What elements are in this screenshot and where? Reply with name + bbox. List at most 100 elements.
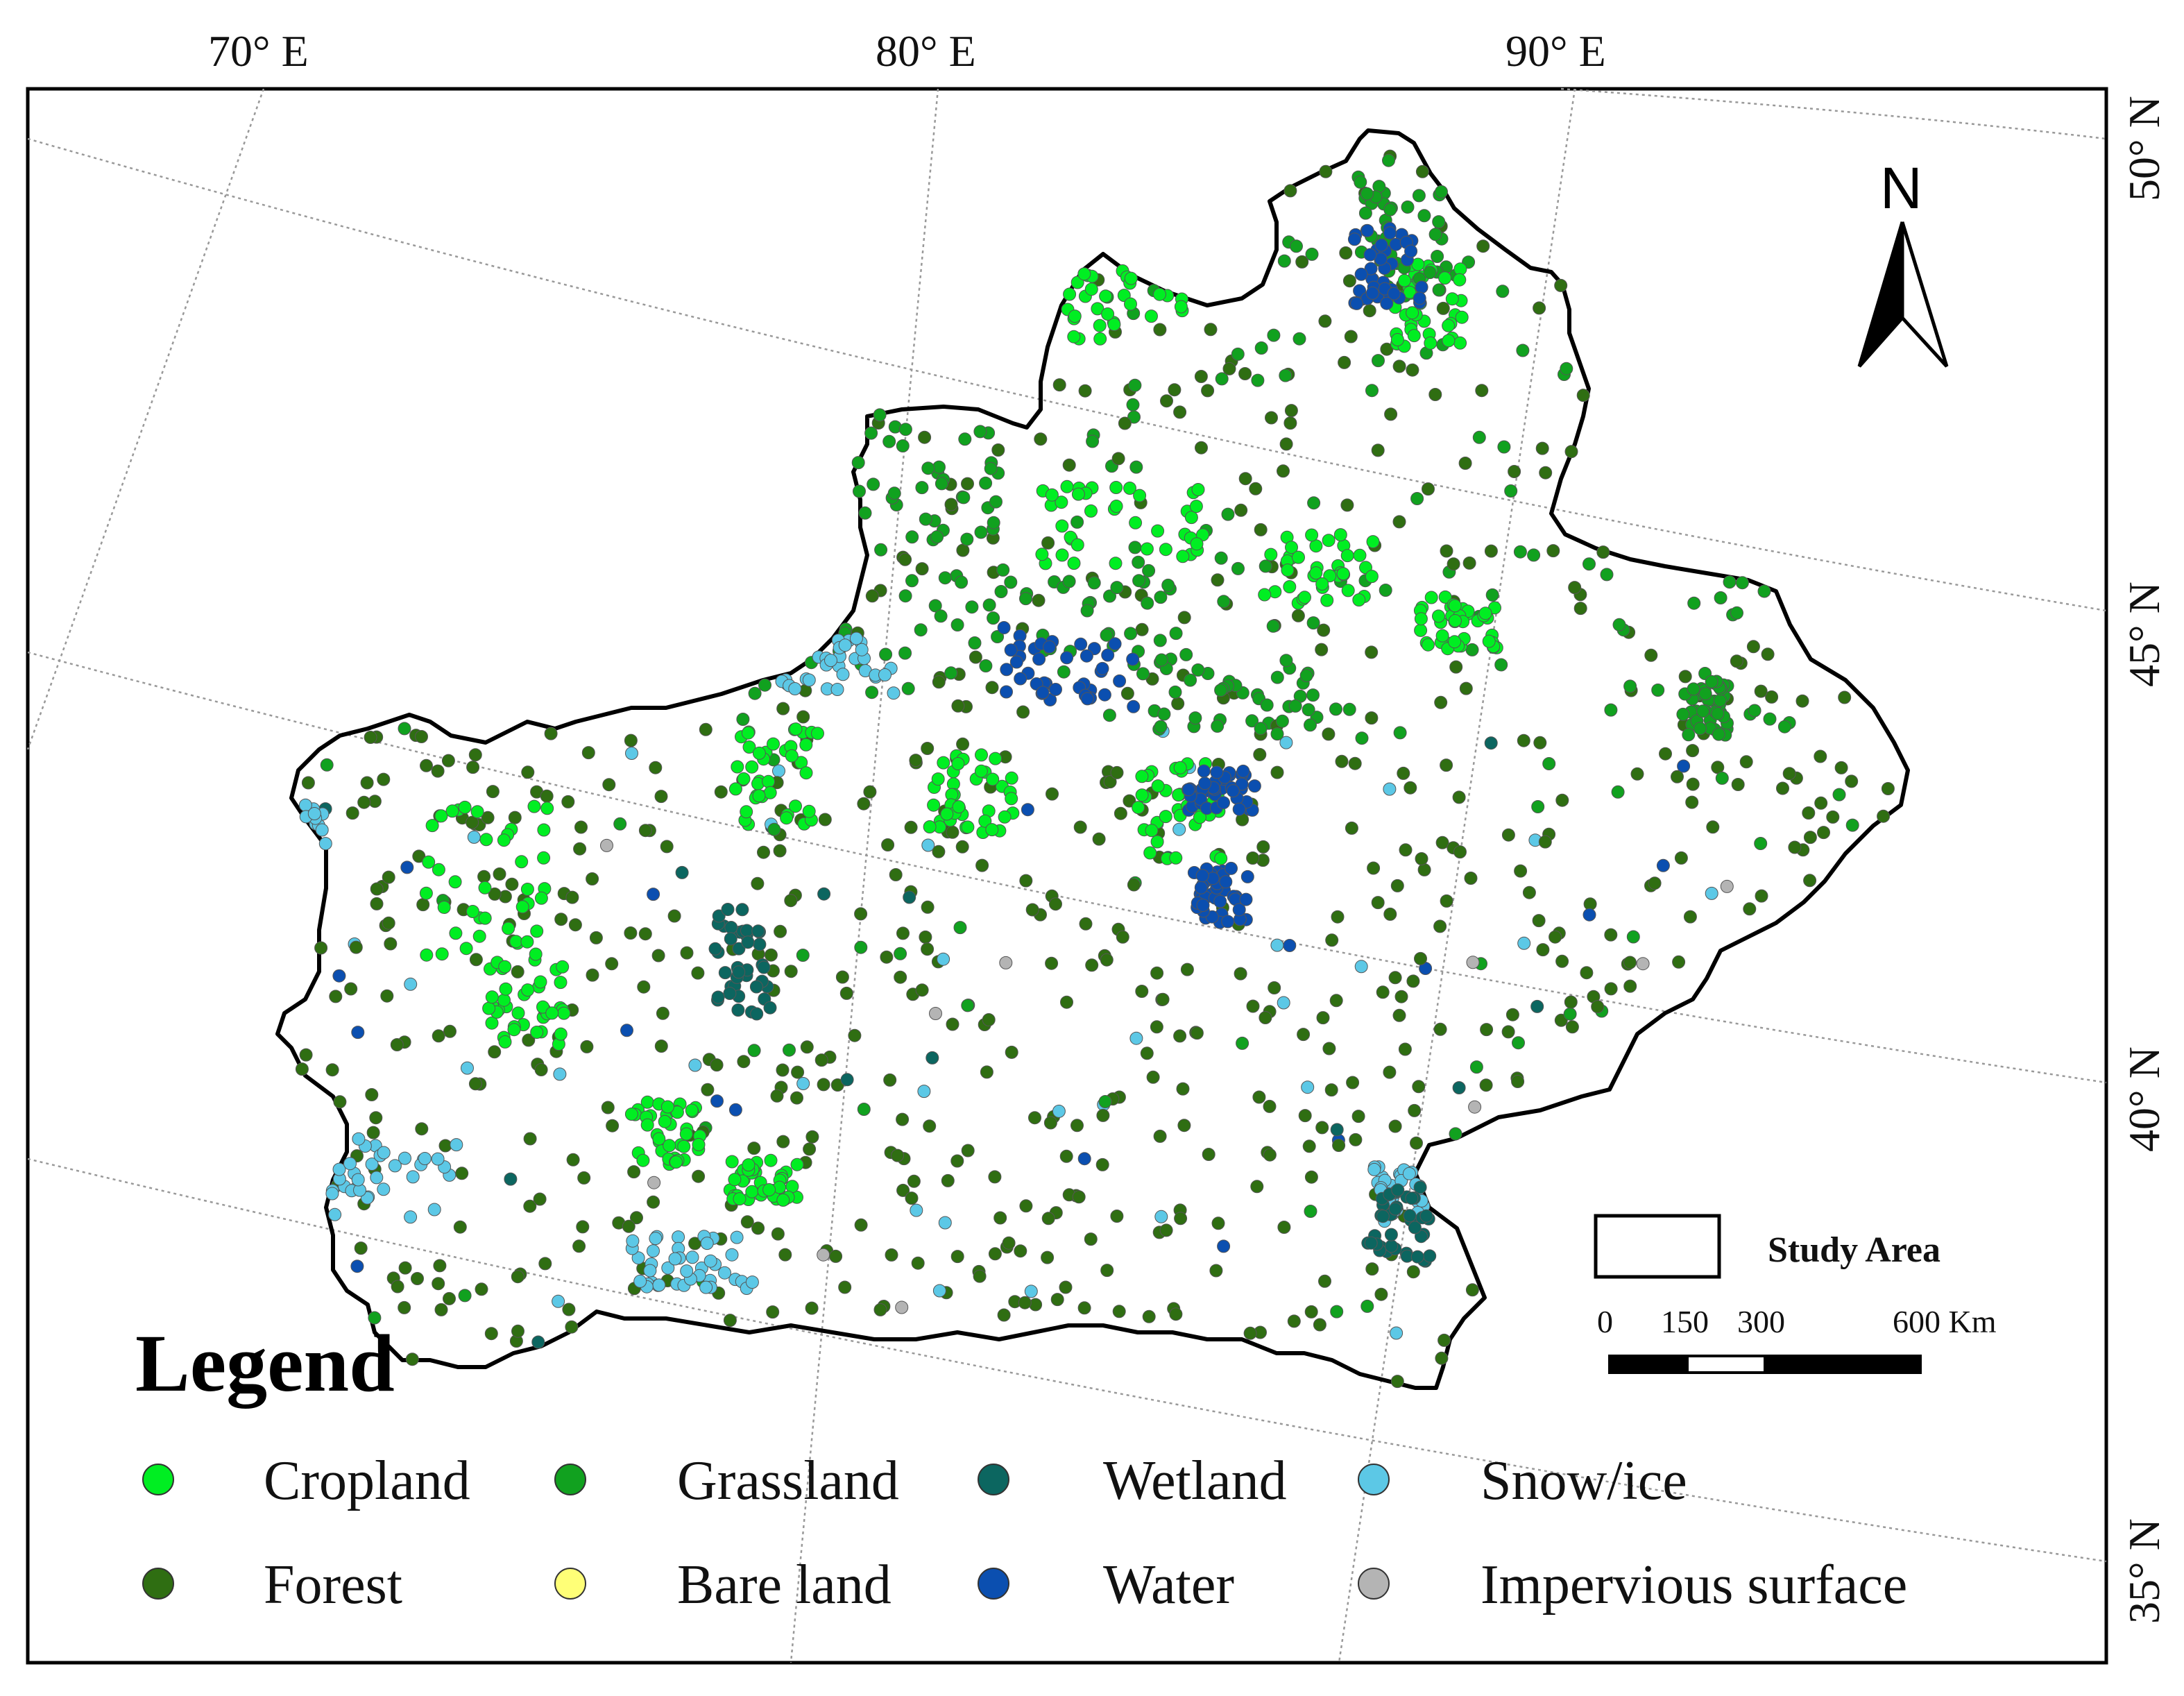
sample-point (1072, 1190, 1086, 1204)
sample-point (1270, 727, 1284, 741)
sample-point (883, 1073, 897, 1087)
sample-point (554, 1027, 568, 1041)
sample-point (1275, 714, 1289, 728)
sample-point (854, 1218, 868, 1232)
sample-point (652, 1132, 666, 1146)
sample-point (898, 423, 912, 436)
sample-point (1211, 719, 1225, 733)
sample-point (752, 789, 766, 803)
sample-point (1549, 930, 1562, 944)
sample-point (384, 937, 398, 951)
sample-point (1397, 273, 1411, 287)
sample-point (950, 1154, 964, 1168)
sample-point (1877, 809, 1891, 823)
scale-bar: 0 150 300 600 Km (1597, 1304, 1997, 1374)
sample-point (998, 810, 1012, 824)
sample-point (838, 1280, 852, 1294)
sample-point (332, 969, 346, 983)
sample-point (1432, 609, 1445, 623)
sample-point (1350, 296, 1363, 310)
sample-point (1388, 1202, 1402, 1216)
sample-point (940, 807, 954, 821)
sample-point (515, 900, 529, 914)
sample-point (766, 1305, 780, 1319)
sample-point (711, 990, 725, 1004)
sample-point (1406, 1265, 1420, 1279)
sample-point (1354, 175, 1367, 189)
sample-point (791, 1065, 805, 1079)
sample-point (529, 947, 543, 961)
sample-point (1095, 1157, 1109, 1171)
sample-point (351, 1173, 365, 1187)
sample-point (502, 922, 515, 935)
sample-point (574, 820, 588, 834)
sample-point (1754, 684, 1768, 698)
sample-point (1476, 239, 1490, 253)
sample-point (982, 598, 996, 612)
sample-point (799, 738, 813, 752)
sample-point (1055, 519, 1069, 533)
sample-point (1364, 1236, 1378, 1250)
sample-point (365, 1157, 379, 1171)
sample-point (531, 1335, 545, 1349)
sample-point (1078, 384, 1092, 398)
sample-point (415, 1122, 429, 1136)
sample-point (1304, 1305, 1318, 1318)
sample-point (458, 800, 472, 814)
sample-point (1342, 274, 1356, 288)
sample-point (561, 795, 575, 808)
sample-point (1070, 1119, 1084, 1133)
sample-point (520, 883, 534, 896)
sample-point (986, 772, 1000, 786)
sample-point (605, 957, 619, 971)
sample-point (537, 851, 551, 865)
sample-point (1435, 836, 1449, 849)
sample-point (1346, 1076, 1360, 1089)
wetland-swatch (978, 1464, 1009, 1495)
sample-point (757, 845, 770, 859)
sample-point (329, 990, 343, 1003)
sample-point (1402, 1167, 1416, 1180)
sample-point (1005, 771, 1018, 785)
sample-point (643, 1264, 657, 1278)
sample-point (1367, 1162, 1381, 1176)
sample-point (1225, 861, 1238, 875)
sample-point (896, 1183, 910, 1197)
sample-point (1462, 556, 1476, 570)
sample-point (320, 758, 334, 772)
sample-point (1393, 726, 1407, 740)
sample-point (1320, 593, 1334, 607)
sample-point (1424, 336, 1437, 350)
sample-point (1293, 332, 1306, 346)
sample-point (923, 820, 937, 833)
sample-point (764, 948, 778, 962)
lon-label-70e: 70° E (208, 26, 309, 76)
sample-point (751, 876, 765, 890)
sample-point (624, 733, 638, 747)
sample-point (350, 1260, 364, 1273)
sample-point (1623, 956, 1637, 969)
sample-point (624, 926, 638, 940)
sample-point (515, 855, 529, 869)
sample-point (581, 746, 595, 760)
sample-point (1127, 699, 1141, 713)
sample-point (1236, 1036, 1249, 1050)
sample-point (799, 766, 813, 780)
sample-point (660, 840, 674, 854)
legend-item-snow-ice: Snow/ice (1358, 1450, 1687, 1511)
sample-point (1123, 482, 1136, 495)
sample-point (1435, 1351, 1449, 1365)
sample-point (1096, 1108, 1110, 1122)
sample-point (351, 1026, 365, 1040)
study-area-key: Study Area (1594, 1214, 1940, 1279)
sample-point (400, 860, 414, 874)
sample-point (1817, 826, 1830, 840)
sample-point (1143, 846, 1157, 860)
sample-point (1277, 254, 1291, 268)
sample-point (1214, 684, 1228, 697)
sample-point (1421, 638, 1435, 652)
sample-point (1698, 687, 1712, 701)
sample-point (1179, 647, 1193, 661)
sample-point (377, 1182, 391, 1196)
